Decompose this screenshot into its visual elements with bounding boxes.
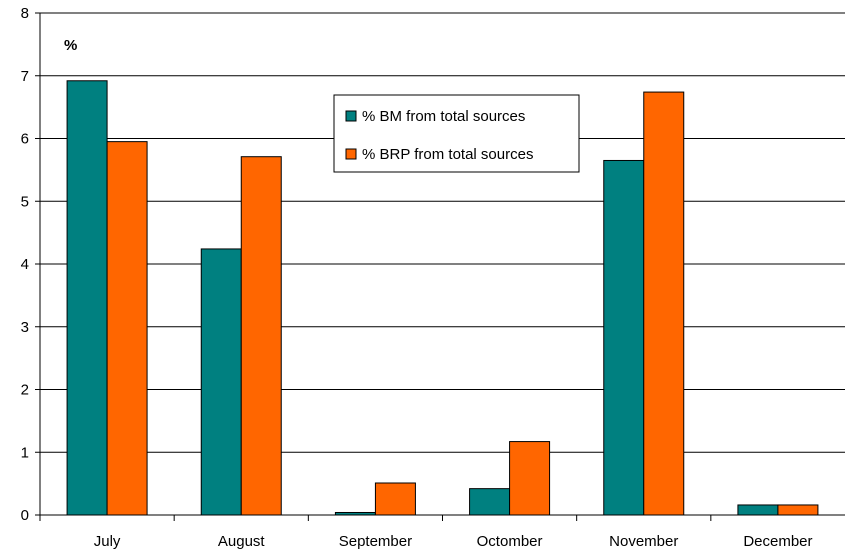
gridlines: [40, 12, 845, 453]
legend: % BM from total sources % BRP from total…: [333, 94, 580, 173]
bar: [469, 488, 511, 516]
y-tick-label: 1: [21, 444, 29, 461]
bar: [200, 248, 242, 516]
x-tick-label: Octomber: [477, 533, 543, 550]
bar: [509, 441, 551, 516]
legend-label-bm: % BM from total sources: [362, 108, 525, 125]
y-tick-label: 8: [21, 5, 29, 22]
y-tick-label: 4: [21, 256, 29, 273]
y-tick-label: 5: [21, 193, 29, 210]
x-tick-label: July: [94, 533, 121, 550]
y-tick-label: 7: [21, 68, 29, 85]
bar: [643, 91, 685, 516]
x-tick-label: September: [339, 533, 412, 550]
y-tick-label: 3: [21, 319, 29, 336]
bar: [603, 159, 645, 516]
y-tick-label: 0: [21, 507, 29, 524]
bar: [374, 482, 416, 516]
legend-label-brp: % BRP from total sources: [362, 146, 533, 163]
bar: [737, 504, 779, 516]
bar: [777, 504, 819, 516]
y-tick-label: 2: [21, 382, 29, 399]
bar: [66, 80, 108, 516]
x-ticks: July August September Octomber November Decem…: [39, 515, 813, 550]
bars: [66, 80, 819, 516]
bar: [106, 141, 148, 516]
bar: [240, 156, 282, 516]
y-tick-label: 6: [21, 131, 29, 148]
unit-label: %: [64, 37, 77, 54]
legend-swatch-bm: [345, 110, 357, 122]
x-tick-label: December: [743, 533, 812, 550]
x-tick-label: November: [609, 533, 678, 550]
x-tick-label: August: [218, 533, 266, 550]
y-ticks: 0 1 2 3 4 5 6 7 8: [21, 5, 40, 524]
legend-swatch-brp: [345, 148, 357, 160]
legend-box: [333, 94, 580, 173]
